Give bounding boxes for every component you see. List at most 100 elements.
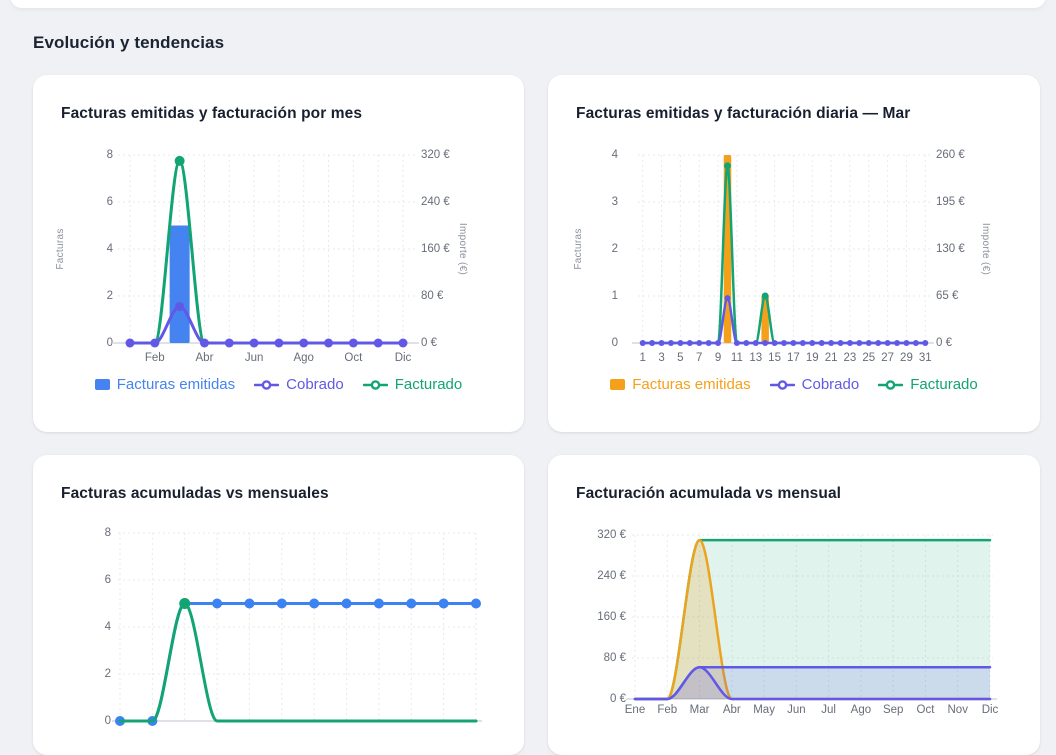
svg-text:Mar: Mar — [690, 704, 710, 716]
svg-text:29: 29 — [900, 352, 913, 364]
svg-text:31: 31 — [919, 352, 932, 364]
bar-swatch-icon — [610, 379, 626, 390]
svg-text:4: 4 — [107, 243, 114, 255]
svg-text:6: 6 — [105, 574, 111, 586]
svg-text:17: 17 — [787, 352, 800, 364]
svg-text:Importe (€): Importe (€) — [457, 223, 468, 275]
svg-text:195 €: 195 € — [936, 196, 965, 208]
svg-text:Nov: Nov — [948, 704, 969, 716]
svg-text:Jul: Jul — [821, 704, 836, 716]
chart-card-monthly-invoices: Facturas emitidas y facturación por mes … — [33, 75, 524, 432]
legend-item[interactable]: Facturas emitidas — [94, 376, 236, 393]
legend-item[interactable]: Facturado — [362, 376, 463, 393]
svg-text:260 €: 260 € — [936, 149, 965, 161]
svg-text:160 €: 160 € — [421, 243, 450, 255]
svg-text:3: 3 — [658, 352, 664, 364]
bar-swatch-icon — [94, 379, 110, 390]
svg-text:5: 5 — [677, 352, 683, 364]
legend-item[interactable]: Facturas emitidas — [610, 376, 751, 393]
chart-title: Facturación acumulada vs mensual — [576, 485, 842, 502]
svg-text:2: 2 — [107, 290, 113, 302]
line-marker-icon — [362, 379, 388, 390]
line-marker-icon — [769, 379, 795, 390]
svg-text:Jun: Jun — [787, 704, 806, 716]
svg-text:4: 4 — [105, 621, 112, 633]
svg-text:Abr: Abr — [723, 704, 741, 716]
svg-text:Oct: Oct — [917, 704, 936, 716]
previous-card-bottom-edge — [10, 0, 1046, 8]
svg-text:7: 7 — [696, 352, 702, 364]
svg-text:3: 3 — [612, 196, 618, 208]
chart-card-daily-invoices: Facturas emitidas y facturación diaria —… — [548, 75, 1040, 432]
svg-text:2: 2 — [612, 243, 618, 255]
svg-text:160 €: 160 € — [597, 611, 626, 623]
svg-text:25: 25 — [862, 352, 875, 364]
svg-text:0: 0 — [612, 337, 618, 349]
svg-text:Dic: Dic — [982, 704, 999, 716]
svg-text:80 €: 80 € — [604, 652, 627, 664]
svg-text:Importe (€): Importe (€) — [980, 223, 991, 275]
legend-label: Facturado — [910, 376, 978, 393]
svg-text:19: 19 — [806, 352, 819, 364]
line-marker-icon — [254, 379, 280, 390]
svg-text:9: 9 — [715, 352, 721, 364]
chart-legend: Facturas emitidas Cobrado Facturado — [548, 376, 1040, 393]
section-heading: Evolución y tendencias — [33, 33, 225, 52]
svg-text:4: 4 — [612, 149, 619, 161]
legend-label: Cobrado — [286, 376, 344, 393]
svg-text:0 €: 0 € — [610, 693, 627, 705]
svg-text:6: 6 — [107, 196, 113, 208]
line-marker-icon — [878, 379, 904, 390]
svg-text:23: 23 — [844, 352, 857, 364]
svg-text:0: 0 — [107, 337, 113, 349]
svg-text:Sep: Sep — [883, 704, 903, 716]
svg-text:Ago: Ago — [293, 352, 313, 364]
svg-text:Abr: Abr — [196, 352, 214, 364]
svg-text:1: 1 — [612, 290, 618, 302]
svg-text:240 €: 240 € — [421, 196, 450, 208]
chart-title: Facturas emitidas y facturación por mes — [61, 105, 363, 122]
svg-text:130 €: 130 € — [936, 243, 965, 255]
legend-label: Cobrado — [801, 376, 860, 393]
svg-text:Ago: Ago — [851, 704, 871, 716]
svg-text:1: 1 — [640, 352, 646, 364]
svg-text:15: 15 — [768, 352, 781, 364]
svg-text:8: 8 — [107, 149, 113, 161]
svg-text:13: 13 — [749, 352, 762, 364]
svg-text:May: May — [753, 704, 775, 716]
svg-text:320 €: 320 € — [421, 149, 450, 161]
svg-text:Feb: Feb — [657, 704, 677, 716]
legend-item[interactable]: Facturado — [878, 376, 978, 393]
svg-text:Dic: Dic — [395, 352, 412, 364]
svg-text:8: 8 — [105, 527, 111, 539]
svg-text:2: 2 — [105, 668, 111, 680]
chart-card-cumulative-billing: Facturación acumulada vs mensual 0 € 80 €… — [548, 455, 1040, 755]
svg-text:65 €: 65 € — [936, 290, 959, 302]
svg-text:320 €: 320 € — [597, 529, 626, 541]
svg-text:0 €: 0 € — [421, 337, 438, 349]
cumulative-billing-chart[interactable]: 0 € 80 € 160 € 240 € 320 € Ene Feb Mar Abr May Jun… — [548, 455, 1040, 755]
svg-text:Ene: Ene — [625, 704, 645, 716]
legend-label: Facturas emitidas — [632, 376, 751, 393]
legend-item[interactable]: Cobrado — [769, 376, 860, 393]
svg-text:Jun: Jun — [245, 352, 264, 364]
svg-text:Feb: Feb — [145, 352, 165, 364]
chart-title: Facturas acumuladas vs mensuales — [61, 485, 329, 502]
svg-text:Oct: Oct — [344, 352, 363, 364]
legend-item[interactable]: Cobrado — [254, 376, 344, 393]
svg-text:Facturas: Facturas — [573, 228, 584, 269]
svg-text:11: 11 — [731, 352, 743, 364]
svg-text:80 €: 80 € — [421, 290, 444, 302]
chart-title: Facturas emitidas y facturación diaria —… — [576, 105, 911, 122]
svg-text:0 €: 0 € — [936, 337, 953, 349]
svg-text:21: 21 — [825, 352, 838, 364]
legend-label: Facturas emitidas — [116, 376, 236, 393]
chart-legend: Facturas emitidas Cobrado Facturado — [33, 376, 524, 393]
legend-label: Facturado — [394, 376, 463, 393]
svg-text:27: 27 — [881, 352, 894, 364]
svg-text:Facturas: Facturas — [55, 228, 66, 269]
svg-text:240 €: 240 € — [597, 570, 626, 582]
